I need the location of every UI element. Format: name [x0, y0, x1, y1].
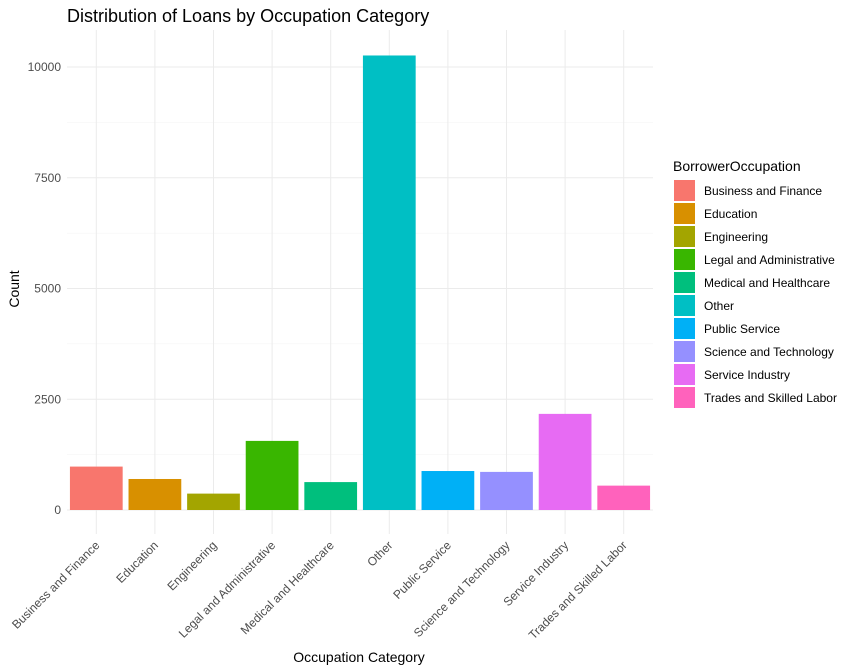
- bar: [362, 55, 416, 511]
- legend-key: [674, 203, 695, 224]
- y-tick-label: 5000: [34, 282, 61, 296]
- legend-label: Medical and Healthcare: [704, 276, 830, 290]
- legend-label: Education: [704, 207, 757, 221]
- bar: [480, 471, 533, 510]
- y-tick-label: 7500: [34, 171, 61, 185]
- legend-key: [674, 318, 695, 339]
- x-tick-label: Other: [364, 538, 395, 569]
- bar: [597, 485, 651, 510]
- x-tick-label: Education: [113, 538, 161, 586]
- x-tick-label: Trades and Skilled Labor: [526, 538, 630, 642]
- legend-title: BorrowerOccupation: [673, 158, 801, 174]
- bars: [69, 55, 651, 511]
- legend-label: Public Service: [704, 322, 780, 336]
- bar: [128, 478, 182, 510]
- legend-key: [674, 341, 695, 362]
- legend-label: Science and Technology: [704, 345, 834, 359]
- legend-label: Other: [704, 299, 734, 313]
- legend-label: Service Industry: [704, 368, 790, 382]
- legend-label: Business and Finance: [704, 184, 822, 198]
- y-tick-label: 2500: [34, 392, 61, 406]
- legend-label: Engineering: [704, 230, 768, 244]
- bar: [69, 466, 123, 510]
- bar: [421, 471, 475, 510]
- x-tick-label: Legal and Administrative: [176, 538, 279, 641]
- bar: [304, 482, 358, 510]
- bar: [187, 493, 240, 510]
- bar: [538, 413, 592, 510]
- y-tick-label: 10000: [28, 60, 62, 74]
- y-axis-ticks: 0 2500 5000 7500 10000: [28, 60, 62, 517]
- x-axis-ticks: Business and Finance Education Engineering…: [9, 538, 630, 642]
- legend-key: [674, 364, 695, 385]
- y-axis-title: Count: [6, 270, 22, 307]
- x-tick-label: Public Service: [390, 538, 454, 602]
- legend-key: [674, 249, 695, 270]
- legend-label: Trades and Skilled Labor: [704, 391, 837, 405]
- bar: [245, 440, 299, 510]
- legend-key: [674, 226, 695, 247]
- y-tick-label: 0: [54, 503, 61, 517]
- legend: BorrowerOccupation Business and Finance E…: [673, 158, 837, 408]
- legend-key: [674, 180, 695, 201]
- x-axis-title: Occupation Category: [293, 649, 425, 665]
- x-tick-label: Business and Finance: [9, 538, 103, 632]
- x-tick-label: Engineering: [164, 538, 219, 593]
- x-tick-label: Science and Technology: [411, 538, 513, 640]
- legend-key: [674, 272, 695, 293]
- legend-key: [674, 387, 695, 408]
- legend-key: [674, 295, 695, 316]
- chart-title: Distribution of Loans by Occupation Cate…: [67, 6, 429, 26]
- legend-label: Legal and Administrative: [704, 253, 835, 267]
